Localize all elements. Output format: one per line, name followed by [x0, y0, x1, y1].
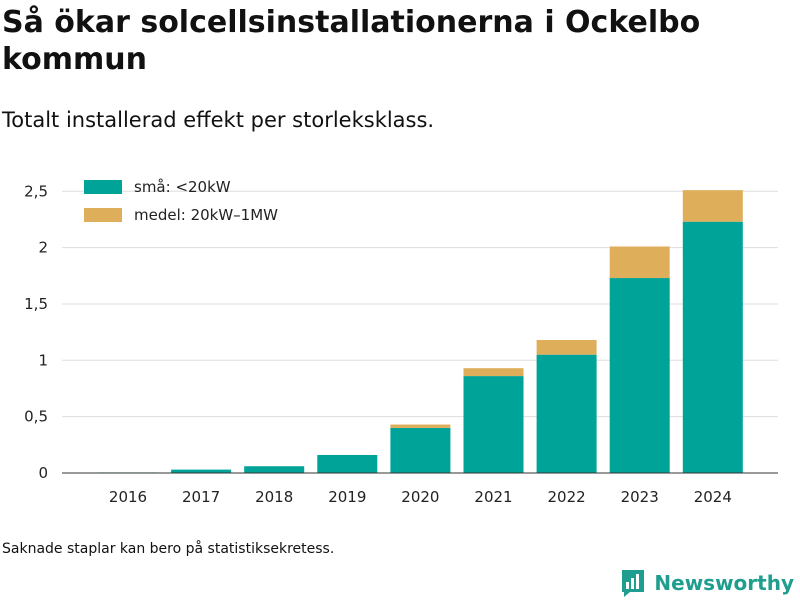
newsworthy-logo-icon	[622, 570, 645, 597]
brand-name: Newsworthy	[654, 571, 794, 595]
x-tick-label: 2016	[109, 488, 147, 506]
y-tick-label: 0,5	[24, 408, 48, 426]
x-tick-label: 2018	[255, 488, 293, 506]
y-tick-label: 2	[38, 239, 48, 257]
stacked-bar-chart: 0 0,5 1 1,5 2 2,5 2016 2017 2018 2019 2020 2021 2022…	[24, 178, 778, 506]
bar-medel-2022[interactable]	[536, 340, 597, 355]
bar-layer	[98, 190, 743, 473]
x-tick-label: 2022	[548, 488, 586, 506]
x-tick-label: 2021	[474, 488, 512, 506]
bar-sma-2022[interactable]	[536, 354, 597, 473]
footnote: Saknade staplar kan bero på statistiksek…	[2, 541, 335, 557]
bar-sma-2023[interactable]	[609, 278, 670, 473]
legend-label: medel: 20kW–1MW	[134, 206, 278, 224]
bar-sma-2021[interactable]	[463, 376, 524, 473]
legend: små: <20kW medel: 20kW–1MW	[84, 178, 278, 224]
legend-swatch	[84, 208, 122, 222]
page-subtitle: Totalt installerad effekt per storlekskl…	[2, 108, 435, 132]
bar-sma-2018[interactable]	[244, 466, 305, 473]
x-tick-label: 2017	[182, 488, 220, 506]
legend-label: små: <20kW	[134, 178, 231, 196]
bar-sma-2017[interactable]	[171, 469, 232, 473]
x-tick-label: 2019	[328, 488, 366, 506]
bar-sma-2024[interactable]	[682, 221, 743, 473]
y-tick-label: 1,5	[24, 295, 48, 313]
page-title: Så ökar solcellsinstallationerna i Ockel…	[2, 5, 701, 77]
x-tick-label: 2023	[621, 488, 659, 506]
bar-medel-2021[interactable]	[463, 368, 524, 377]
bar-sma-2019[interactable]	[317, 454, 378, 473]
y-tick-label: 0	[38, 464, 48, 482]
bar-medel-2020[interactable]	[390, 424, 451, 428]
grid-layer	[62, 190, 778, 418]
x-tick-label: 2020	[401, 488, 439, 506]
brand[interactable]: Newsworthy	[620, 568, 794, 598]
axis-layer: 0 0,5 1 1,5 2 2,5 2016 2017 2018 2019 2020 2021 2022…	[24, 182, 778, 506]
y-tick-label: 1	[38, 351, 48, 369]
y-tick-label: 2,5	[24, 182, 48, 200]
legend-swatch	[84, 180, 122, 194]
x-tick-label: 2024	[694, 488, 732, 506]
bar-medel-2024[interactable]	[682, 190, 743, 222]
bar-sma-2020[interactable]	[390, 427, 451, 473]
bar-medel-2023[interactable]	[609, 246, 670, 279]
